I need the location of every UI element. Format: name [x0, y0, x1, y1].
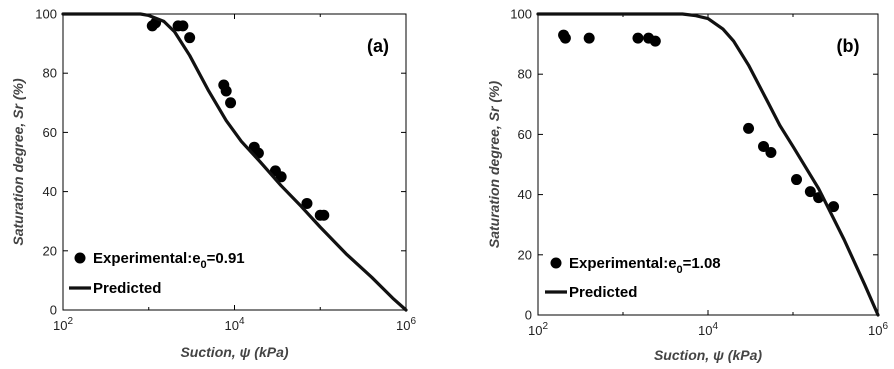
x-tick-label: 104	[224, 316, 244, 333]
x-tick-label: 106	[396, 316, 416, 333]
legend-exp-suffix: =0.91	[207, 250, 245, 267]
legend-exp-subscript: 0	[201, 259, 207, 271]
legend: Experimental:e0=1.08 Predicted	[545, 255, 721, 301]
experimental-point	[318, 209, 330, 221]
experimental-point	[758, 140, 770, 152]
x-tick-exponent: 6	[882, 321, 888, 332]
experimental-point	[632, 32, 644, 44]
legend-label-experimental: Experimental:e0=0.91	[93, 250, 245, 271]
legend-exp-suffix: =1.08	[683, 255, 721, 272]
y-tick-label: 100	[510, 7, 532, 22]
legend: Experimental:e0=0.91 Predicted	[69, 250, 245, 297]
experimental-point	[220, 85, 232, 97]
legend-exp-prefix: Experimental:e	[93, 250, 201, 267]
x-tick-exponent: 2	[542, 321, 548, 332]
experimental-point	[275, 171, 287, 183]
legend-exp-prefix: Experimental:e	[569, 255, 677, 272]
experimental-point	[559, 32, 571, 44]
y-tick-label: 80	[518, 67, 532, 82]
x-tick-base: 10	[396, 318, 410, 333]
experimental-point	[184, 32, 196, 44]
experimental-point	[177, 20, 189, 32]
y-tick-label: 0	[525, 308, 532, 323]
x-tick-label: 104	[698, 321, 718, 338]
experimental-point	[765, 146, 777, 158]
legend-marker-experimental	[550, 257, 562, 269]
panel-label: (b)	[837, 36, 860, 56]
x-tick-base: 10	[698, 323, 712, 338]
x-tick-label: 102	[53, 316, 73, 333]
legend-label-predicted: Predicted	[569, 284, 637, 301]
y-tick-label: 20	[43, 243, 57, 258]
y-tick-label: 0	[50, 303, 57, 318]
y-axis-label: Saturation degree, Sr (%)	[10, 78, 26, 246]
x-tick-base: 10	[53, 318, 67, 333]
y-tick-label: 20	[518, 247, 532, 262]
x-tick-base: 10	[528, 323, 542, 338]
y-tick-label: 40	[518, 187, 532, 202]
legend-label-experimental: Experimental:e0=1.08	[569, 255, 721, 276]
panel-label: (a)	[367, 36, 389, 56]
y-tick-label: 40	[43, 184, 57, 199]
x-tick-base: 10	[868, 323, 882, 338]
experimental-point	[828, 201, 840, 213]
x-tick-exponent: 4	[712, 321, 718, 332]
y-axis-label: Saturation degree, Sr (%)	[486, 81, 502, 249]
x-tick-exponent: 2	[67, 316, 73, 327]
x-tick-base: 10	[224, 318, 238, 333]
experimental-point	[583, 32, 595, 44]
y-tick-label: 80	[43, 66, 57, 81]
experimental-point	[649, 35, 661, 47]
experimental-point	[804, 186, 816, 198]
y-tick-label: 60	[43, 125, 57, 140]
y-tick-label: 60	[518, 127, 532, 142]
x-tick-label: 102	[528, 321, 548, 338]
predicted-curve	[536, 12, 880, 317]
predicted-curve	[61, 12, 408, 312]
y-tick-label: 100	[35, 7, 57, 22]
legend-exp-subscript: 0	[677, 264, 683, 276]
x-axis-label: Suction, ψ (kPa)	[654, 347, 762, 363]
legend-marker-experimental	[74, 252, 86, 264]
experimental-point	[791, 174, 803, 186]
experimental-point	[743, 122, 755, 134]
x-tick-exponent: 6	[410, 316, 416, 327]
experimental-point	[301, 197, 313, 209]
experimental-point	[225, 97, 237, 109]
x-tick-exponent: 4	[239, 316, 245, 327]
x-tick-label: 106	[868, 321, 888, 338]
legend-label-predicted: Predicted	[93, 280, 161, 297]
x-axis-label: Suction, ψ (kPa)	[180, 344, 288, 360]
